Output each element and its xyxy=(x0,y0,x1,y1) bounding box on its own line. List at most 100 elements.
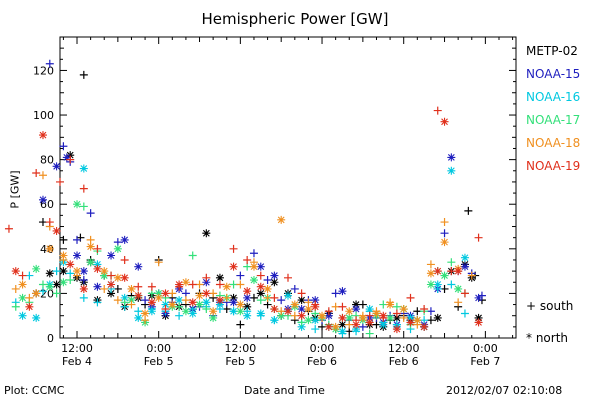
data-point-north xyxy=(154,289,163,298)
data-point-south xyxy=(324,307,333,316)
legend-entry-noaa-16: NOAA-16 xyxy=(526,90,581,104)
data-point-south xyxy=(365,311,374,320)
data-point-north xyxy=(311,316,320,325)
data-point-south xyxy=(447,280,456,289)
data-point-south xyxy=(141,316,150,325)
data-point-south xyxy=(175,302,184,311)
data-point-north xyxy=(229,293,238,302)
data-point-south xyxy=(433,106,442,115)
data-point-south xyxy=(52,267,61,276)
data-point-north xyxy=(399,305,408,314)
data-point-north xyxy=(195,291,204,300)
data-point-north xyxy=(243,287,252,296)
data-point-north xyxy=(433,280,442,289)
data-point-south xyxy=(311,325,320,334)
data-point-south xyxy=(38,280,47,289)
data-point-north xyxy=(474,293,483,302)
data-point-north xyxy=(454,284,463,293)
x-tick-label: 12:00 xyxy=(61,342,93,355)
chart-title: Hemispheric Power [GW] xyxy=(201,10,389,28)
data-point-south xyxy=(229,244,238,253)
data-point-north xyxy=(32,289,41,298)
legend-south-symbol: + south xyxy=(526,299,574,313)
data-point-south xyxy=(249,249,258,258)
data-point-south xyxy=(147,282,156,291)
data-point-south xyxy=(236,271,245,280)
data-point-south xyxy=(284,273,292,282)
data-point-south xyxy=(236,280,245,289)
data-point-south xyxy=(11,284,20,293)
data-point-north xyxy=(188,309,197,318)
data-point-south xyxy=(79,276,88,285)
legend-entry-noaa-17: NOAA-17 xyxy=(526,113,581,127)
data-point-north xyxy=(32,264,41,273)
data-point-north xyxy=(249,262,258,271)
data-point-south xyxy=(25,293,34,302)
data-point-south xyxy=(66,155,75,164)
data-point-south xyxy=(345,320,354,329)
data-point-south xyxy=(45,59,54,68)
data-point-south xyxy=(222,305,231,314)
legend-entry-noaa-18: NOAA-18 xyxy=(526,136,581,150)
data-point-north xyxy=(134,262,143,271)
data-point-north xyxy=(270,316,279,325)
data-point-north xyxy=(338,287,347,296)
data-point-north xyxy=(79,284,88,293)
data-point-south xyxy=(297,289,306,298)
plot-credit: Plot: CCMC xyxy=(4,384,65,397)
data-point-north xyxy=(73,251,82,260)
data-point-south xyxy=(107,271,116,280)
data-point-north xyxy=(120,293,129,302)
data-point-south xyxy=(243,255,252,264)
data-point-north xyxy=(270,278,279,287)
x-axis-label: Date and Time xyxy=(244,384,325,397)
data-point-south xyxy=(134,307,143,316)
data-point-south xyxy=(100,284,109,293)
data-point-north xyxy=(426,269,435,278)
data-point-south xyxy=(32,169,41,178)
data-point-south xyxy=(93,244,102,253)
data-point-north xyxy=(202,278,211,287)
data-point-north xyxy=(175,280,184,289)
data-point-south xyxy=(66,276,75,285)
data-point-south xyxy=(474,233,483,242)
data-point-north xyxy=(331,322,340,331)
data-point-north xyxy=(379,311,388,320)
data-point-north xyxy=(181,307,190,316)
data-point-north xyxy=(59,267,68,276)
data-point-north xyxy=(454,267,463,276)
data-point-south xyxy=(188,280,197,289)
data-point-north xyxy=(120,235,129,244)
data-point-north xyxy=(311,296,320,305)
data-point-north xyxy=(62,153,71,162)
data-point-north xyxy=(11,267,20,276)
data-point-north xyxy=(256,262,265,271)
data-point-north xyxy=(161,300,170,309)
data-point-north xyxy=(284,291,292,300)
data-point-north xyxy=(365,318,374,327)
data-point-north xyxy=(420,322,429,331)
data-point-north xyxy=(215,273,224,282)
data-point-north xyxy=(345,307,354,316)
data-point-north xyxy=(45,244,54,253)
data-point-north xyxy=(358,313,367,322)
data-point-south xyxy=(263,276,272,285)
data-point-south xyxy=(249,293,258,302)
data-point-south xyxy=(209,289,218,298)
data-point-north xyxy=(86,258,95,267)
data-point-north xyxy=(93,282,102,291)
x-tick-label: 12:00 xyxy=(388,342,420,355)
legend-entry-noaa-15: NOAA-15 xyxy=(526,67,581,81)
data-point-north xyxy=(256,289,265,298)
data-point-north xyxy=(229,298,238,307)
data-point-south xyxy=(392,309,401,318)
data-point-south xyxy=(311,309,320,318)
data-point-south xyxy=(86,235,95,244)
data-point-south xyxy=(304,298,313,307)
data-point-north xyxy=(113,273,122,282)
data-point-south xyxy=(113,238,122,247)
data-point-north xyxy=(127,296,136,305)
data-point-north xyxy=(195,300,204,309)
data-point-north xyxy=(311,302,320,311)
